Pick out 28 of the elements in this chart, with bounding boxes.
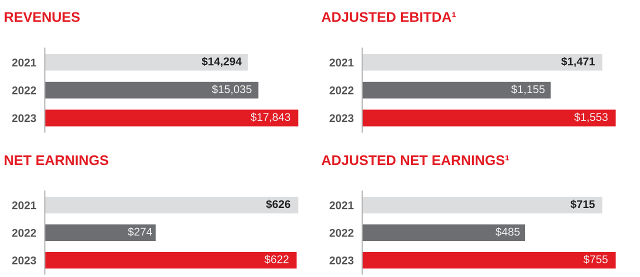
y-tick-label: 2022 bbox=[12, 228, 36, 237]
y-tick-label: 2021 bbox=[330, 58, 354, 66]
y-tick-label: 2022 bbox=[330, 86, 354, 94]
data-label: $622 bbox=[264, 254, 289, 264]
data-label: $1,553 bbox=[574, 112, 608, 122]
data-label: $14,294 bbox=[202, 56, 242, 67]
chart-title: REVENUES bbox=[4, 12, 80, 22]
chart-title: ADJUSTED NET EARNINGS¹ bbox=[322, 155, 510, 166]
data-label: $755 bbox=[584, 254, 608, 264]
y-tick-label: 2023 bbox=[12, 256, 36, 264]
data-label: $1,155 bbox=[511, 84, 545, 94]
y-tick-label: 2021 bbox=[12, 58, 36, 66]
chart-title: ADJUSTED EBITDA¹ bbox=[322, 12, 456, 22]
data-label: $17,843 bbox=[250, 112, 290, 122]
data-label: $15,035 bbox=[212, 84, 252, 94]
data-label: $485 bbox=[496, 227, 520, 236]
data-label: $1,471 bbox=[561, 56, 595, 67]
data-label: $715 bbox=[570, 200, 595, 209]
y-tick-label: 2022 bbox=[12, 86, 36, 94]
y-tick-label: 2022 bbox=[330, 228, 354, 237]
y-tick-label: 2021 bbox=[330, 201, 354, 210]
chart-title: NET EARNINGS bbox=[4, 155, 108, 166]
y-tick-label: 2021 bbox=[12, 201, 36, 210]
y-tick-label: 2023 bbox=[12, 114, 36, 122]
data-label: $274 bbox=[128, 227, 152, 236]
data-label: $626 bbox=[266, 200, 290, 209]
y-tick-label: 2023 bbox=[330, 256, 354, 264]
y-tick-label: 2023 bbox=[330, 114, 354, 122]
